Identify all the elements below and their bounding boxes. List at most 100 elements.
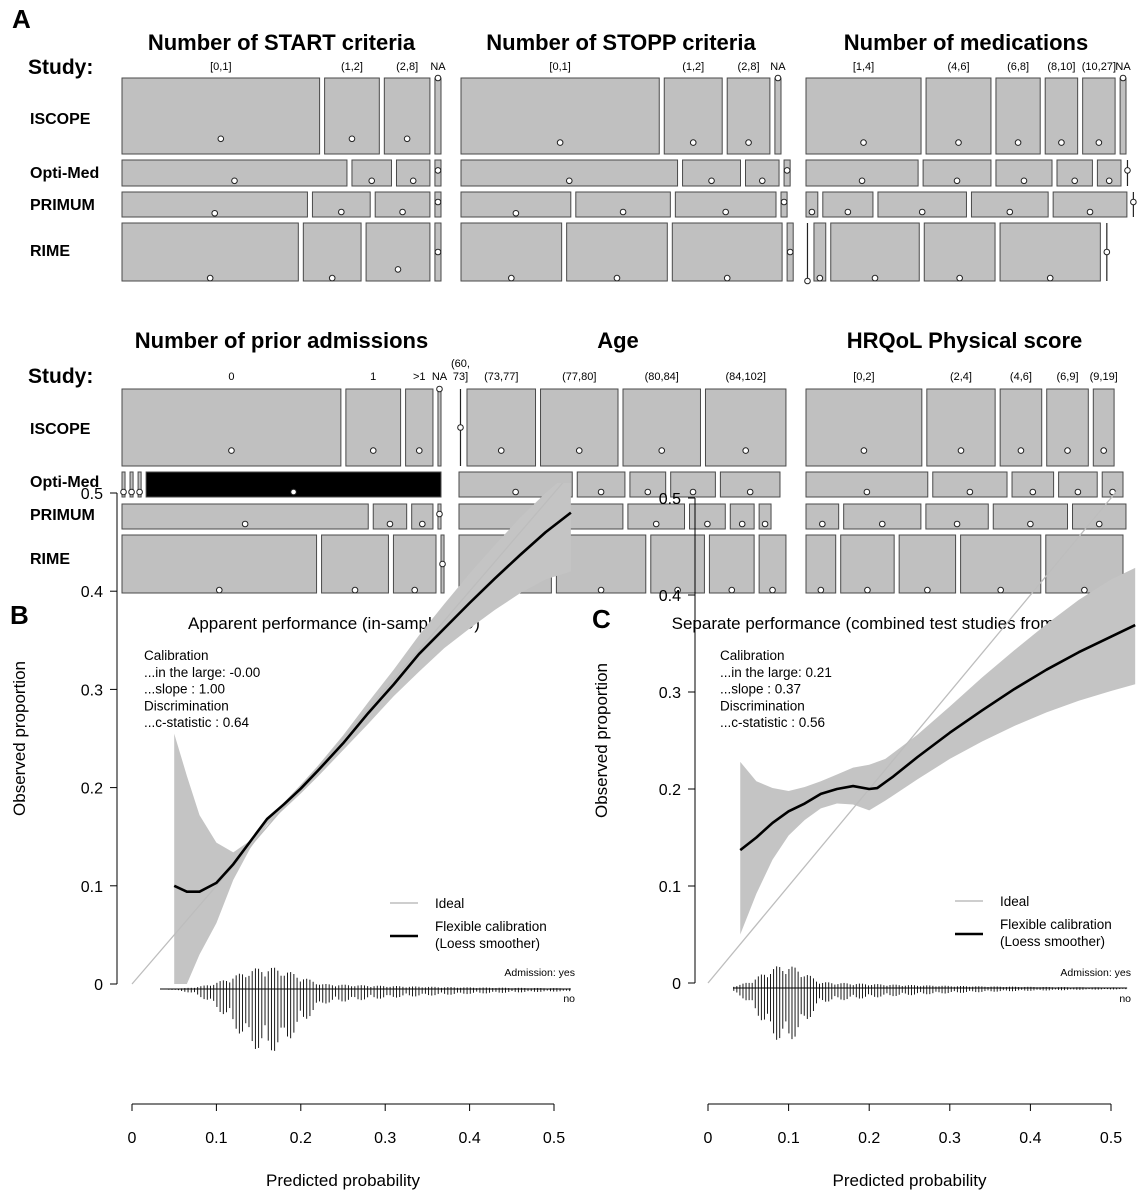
mosaic-tile-4-2-4 [758,503,772,530]
observed-marker-0-3-1 [328,274,336,282]
mosaic-title-0: Number of START criteria [148,30,416,55]
category-label-4-0-b: 73] [453,371,468,383]
y-tick-label-0-3: 0.3 [81,682,103,699]
mosaic-tile-3-3-2 [392,534,437,594]
legend-ideal-label-0: Ideal [435,896,464,911]
observed-marker-5-0-2 [1017,447,1025,454]
annotation-line-0-3: Discrimination [144,698,229,713]
annotation-line-0-4: ...c-statistic : 0.64 [144,715,250,730]
category-label-4-2: (77,80] [562,371,596,383]
y-tick-label-1-4: 0.4 [659,588,681,605]
hist-label-no-0: no [563,993,575,1005]
confidence-band-1 [740,567,1136,935]
study-name-rime: RIME [30,243,70,260]
study-name-rime-2: RIME [30,551,70,568]
calibration-title-1: Separate performance (combined test stud… [672,614,1105,633]
observed-marker-0-0-2 [403,135,411,143]
observed-marker-4-3-2 [674,586,681,594]
mosaic-tile-3-1-1 [129,471,134,498]
hist-label-yes-0: Admission: yes [504,967,575,979]
observed-marker-5-1-0 [863,488,871,496]
mosaic-tile-2-1-4 [1096,159,1122,187]
chart-marks: Number of START criteria [0,1] (1,2] (2,8] N… [10,30,1137,1190]
category-label-5-0: [0,2] [853,371,874,383]
observed-marker-3-2-3 [436,510,443,518]
annotation-line-0-1: ...in the large: -0.00 [144,665,260,680]
mosaic-tile-2-3-1 [813,222,827,282]
y-axis-1 [688,497,696,984]
observed-marker-4-3-4 [769,586,776,594]
observed-marker-5-2-0 [819,520,826,528]
x-tick-label-0-4: 0.4 [458,1130,480,1147]
observed-marker-4-0-1 [497,447,505,454]
study-name-iscope-2: ISCOPE [30,421,91,438]
observed-marker-3-2-1 [386,520,394,528]
observed-marker-3-3-1 [351,586,359,594]
observed-marker-0-2-2 [399,208,406,216]
observed-marker-2-0-5 [1119,74,1127,82]
category-label-1-1: (1,2] [682,61,704,73]
observed-marker-5-1-1 [966,488,974,496]
category-label-4-0: (60, [451,358,470,370]
observed-marker-5-0-4 [1100,447,1107,454]
mosaic-tile-4-3-2 [650,534,705,594]
mosaic-tile-2-3-4 [999,222,1101,282]
study-label-bottom: Study: [28,365,93,388]
observed-marker-0-2-1 [338,208,345,216]
observed-marker-5-3-4 [1081,586,1088,594]
observed-marker-2-2-1 [844,208,852,216]
legend-flex-sublabel-0: (Loess smoother) [435,936,540,951]
x-tick-label-1-0: 0 [704,1130,713,1147]
mosaic-tile-0-0-2 [383,77,431,155]
observed-marker-1-2-1 [619,208,627,216]
category-label-3-2: >1 [413,371,426,383]
mosaic-tile-0-2-1 [311,191,371,218]
mosaic-tile-3-3-0 [121,534,318,594]
observed-marker-0-3-3 [434,248,442,256]
y-tick-label-0-2: 0.2 [81,781,103,798]
category-label-2-4: (10,27] [1082,61,1116,73]
category-label-0-3: NA [430,61,446,73]
x-tick-label-0-3: 0.3 [374,1130,396,1147]
observed-marker-3-0-2 [415,447,423,454]
observed-marker-2-2-2 [918,208,926,216]
observed-marker-1-0-2 [745,139,752,146]
observed-marker-4-3-3 [728,586,736,594]
observed-marker-3-0-3 [436,385,443,393]
observed-marker-2-3-4 [1046,274,1054,282]
observed-marker-0-1-1 [368,177,376,185]
observed-marker-2-3-2 [871,274,879,282]
mosaic-tile-5-0-0 [805,388,923,467]
observed-marker-2-0-1 [955,139,962,146]
observed-marker-2-1-4 [1105,177,1113,185]
mosaic-tile-3-2-2 [411,503,434,530]
observed-marker-3-3-0 [215,586,223,594]
category-label-3-3: NA [432,371,448,383]
mosaic-title-1: Number of STOPP criteria [486,30,756,55]
observed-marker-0-1-3 [434,167,442,174]
observed-marker-2-1-5 [1124,167,1131,174]
mosaic-tile-2-2-0 [805,191,819,218]
y-axis-title-1: Observed proportion [592,663,611,818]
category-label-2-1: (4,6] [947,61,969,73]
mosaic-tile-4-0-4 [704,388,787,467]
x-axis-title-0: Predicted probability [266,1171,421,1190]
study-name-iscope: ISCOPE [30,111,91,128]
mosaic-tile-3-1-0 [121,471,126,498]
mosaic-tile-0-3-1 [302,222,362,282]
ideal-line-1 [707,488,1121,984]
observed-marker-1-1-2 [758,177,766,185]
observed-marker-5-1-3 [1074,488,1082,496]
mosaic-tile-4-0-2 [540,388,619,467]
observed-marker-2-3-0 [804,277,811,285]
category-label-5-3: (6,9] [1057,371,1079,383]
x-tick-label-0-0: 0 [128,1130,137,1147]
category-label-3-1: 1 [370,371,376,383]
observed-marker-2-0-2 [1014,139,1022,146]
mosaic-tile-5-3-2 [898,534,957,594]
x-tick-label-1-1: 0.1 [777,1130,799,1147]
x-tick-label-0-1: 0.1 [205,1130,227,1147]
panel-label-a: A [12,4,31,34]
category-label-1-2: (2,8] [738,61,760,73]
mosaic-tile-5-3-0 [805,534,837,594]
